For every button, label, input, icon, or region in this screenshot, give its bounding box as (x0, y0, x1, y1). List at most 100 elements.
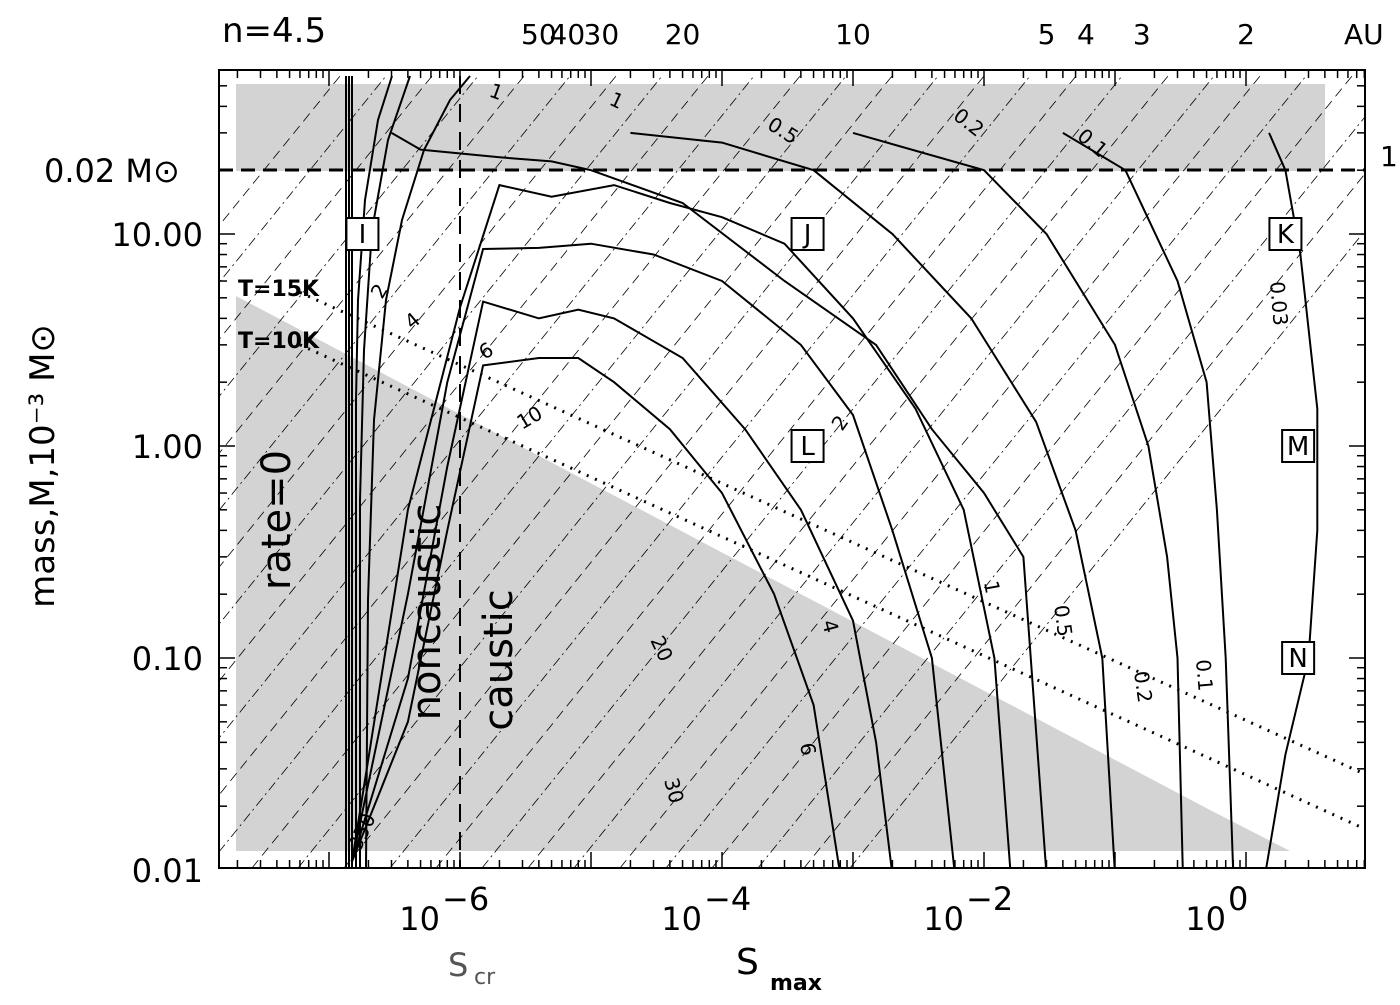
diagonal-line (219, 75, 571, 511)
contour-label: 4 (817, 617, 843, 636)
diagonal-line (527, 75, 1169, 868)
contour-0.5 (630, 131, 1116, 868)
y-tick-label: 0.01 (132, 852, 203, 890)
region-label-rate0: rate=0 (254, 450, 300, 590)
top-axis-tick-label: 5 (1038, 18, 1056, 51)
contour-label: 4 (400, 307, 425, 334)
x-axis-label-sub: max (770, 971, 822, 996)
top-axis-unit: AU (1344, 18, 1384, 51)
contour-label: 0.03 (1265, 280, 1293, 326)
contour-label: 6 (795, 741, 821, 758)
point-label: N (1288, 644, 1307, 674)
contour-1 (391, 132, 1048, 868)
y-tick-label: 10.00 (111, 216, 203, 254)
contour-label: 2 (826, 411, 853, 435)
contour-4 (351, 242, 956, 868)
contour-label: 0.5 (1049, 603, 1077, 638)
top-axis-tick-label: 30 (584, 18, 620, 51)
point-marker-i: I (345, 217, 380, 251)
mass-limit-label: 0.02 M⊙ (44, 152, 180, 190)
shaded-region-lower (236, 296, 1290, 851)
point-marker-n: N (1281, 641, 1316, 675)
contour-lines (351, 131, 1319, 868)
diagonal-line (219, 75, 341, 227)
diagonal-line (219, 75, 479, 398)
point-label: M (1287, 432, 1309, 462)
top-axis-tick-label: 20 (665, 18, 701, 51)
diagonal-line (297, 75, 939, 868)
diagonal-line (219, 75, 801, 796)
region-label-noncaustic: noncaustic (404, 504, 450, 721)
contour-label: 0.2 (1129, 669, 1157, 704)
top-axis-tick-label: 50 (521, 18, 557, 51)
diagonal-line (573, 75, 1215, 868)
point-box (790, 217, 825, 251)
x-axis-label-s: S (736, 942, 759, 983)
region-label-caustic: caustic (476, 589, 522, 730)
point-marker-j: J (790, 217, 825, 251)
s-cr-label: S cr (448, 946, 496, 990)
point-marker-m: M (1281, 429, 1316, 463)
y-axis-label: mass,M,10⁻³ M⊙ (23, 324, 63, 608)
x-tick-exponent: −6 (442, 880, 489, 918)
contour-label: 1 (979, 579, 1005, 596)
point-marker-l: L (790, 429, 825, 463)
x-tick-label: 10 (1185, 900, 1226, 938)
top-axis-tick-label: 4 (1077, 18, 1095, 51)
x-tick-label: 10 (923, 900, 964, 938)
top-axis-tick-label: 40 (550, 18, 586, 51)
x-tick-label: 10 (661, 900, 702, 938)
right-axis-label: 1 (1380, 140, 1398, 173)
diagonal-line (389, 75, 1031, 868)
x-tick-label: 10 (399, 900, 440, 938)
diagonal-line (665, 75, 1307, 868)
x-tick-exponent: −2 (966, 880, 1013, 918)
diagonal-line (219, 75, 433, 341)
temperature-label-15k: T=15K (238, 277, 320, 302)
contour-6 (351, 300, 893, 868)
diagonal-line (219, 75, 617, 568)
top-axis-tick-label: 3 (1133, 18, 1151, 51)
diagonal-line (343, 75, 985, 868)
diagonal-line (219, 75, 387, 284)
point-label: L (800, 432, 815, 462)
diagonal-line (219, 75, 847, 853)
point-box (1281, 641, 1316, 675)
diagonal-line (435, 75, 1077, 868)
top-axis-tick-label: 2 (1237, 18, 1255, 51)
diagonal-line (849, 230, 1365, 868)
y-axis-ticks: 10.00 1.00 0.10 0.01 (111, 85, 1365, 890)
x-tick-exponent: −4 (704, 880, 751, 918)
s-cr-label-sub: cr (474, 965, 496, 990)
contour-0.03 (1265, 132, 1319, 868)
y-tick-label: 1.00 (132, 428, 203, 466)
s-cr-label-s: S (448, 946, 468, 984)
marked-points: I J K L M N (345, 217, 1316, 675)
point-box (790, 429, 825, 463)
top-axis-tick-label: 10 (835, 18, 871, 51)
chart-title: n=4.5 (222, 11, 326, 51)
contour-label: 0.1 (1191, 658, 1218, 692)
diagonal-line (251, 75, 893, 868)
point-label: I (359, 220, 367, 250)
y-tick-label: 0.10 (132, 640, 203, 678)
point-marker-k: K (1268, 217, 1303, 251)
contour-10 (351, 357, 841, 868)
plot-frame (218, 69, 1366, 869)
diagonal-line (481, 75, 1123, 868)
contour-label: 10 (513, 401, 547, 435)
diagonal-line (619, 75, 1261, 868)
diagonal-line (219, 75, 663, 625)
point-box (1281, 429, 1316, 463)
contour-0.1 (1062, 132, 1235, 868)
point-label: J (802, 220, 812, 250)
diagonal-line (803, 173, 1365, 868)
contour-0.2 (852, 131, 1184, 868)
diagonal-line (219, 75, 755, 739)
diagonal-line (219, 75, 709, 682)
temperature-label-10k: T=10K (238, 329, 320, 354)
point-label: K (1277, 220, 1295, 250)
